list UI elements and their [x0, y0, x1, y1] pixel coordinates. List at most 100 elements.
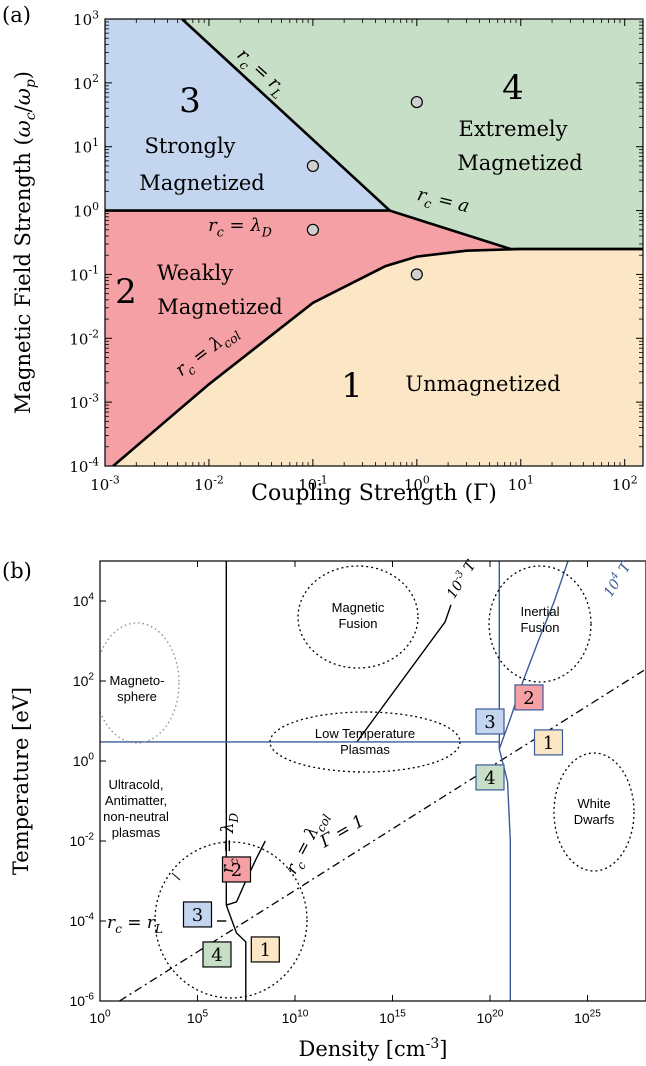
line-high-field-lambda-col — [498, 561, 569, 750]
region-4-number: 4 — [502, 68, 524, 108]
y-tick-label: 10-4 — [69, 912, 94, 929]
y-axis-label-a-text: Magnetic Field Strength (ωc/ωp) — [11, 71, 39, 414]
y-axis-label-b: Temperature [eV] — [9, 687, 33, 875]
region-2-fill — [105, 210, 643, 466]
x-tick-label: 1020 — [477, 1009, 504, 1026]
y-tick-label: 10-2 — [69, 832, 94, 849]
regime-ellipse — [154, 841, 308, 999]
region-box-label: 2 — [523, 688, 534, 709]
x-tick-label: 101 — [508, 473, 534, 494]
y-tick-label: 102 — [73, 72, 99, 93]
x-tick-label: 105 — [187, 1009, 209, 1026]
y-tick-label: 10-4 — [69, 455, 99, 476]
x-axis-label-b: Density [cm-3] — [299, 1036, 448, 1061]
y-tick-label: 10-6 — [69, 992, 94, 1009]
regime-label: non-neutral — [103, 809, 169, 824]
ultracold-pointer — [171, 872, 181, 881]
region-3-fill — [105, 19, 390, 211]
regime-label: Inertial — [520, 604, 559, 619]
line-label-high-field-text: 104 T — [599, 557, 635, 600]
y-tick-label: 10-2 — [69, 328, 99, 349]
x-tick-label: 10-2 — [194, 473, 224, 494]
regime-ellipse — [100, 622, 180, 744]
region-box-label: 4 — [211, 945, 222, 966]
line-label-low-field-text: 10-3 T — [442, 556, 480, 602]
regime-label: White — [577, 796, 610, 811]
x-tick-label: 1025 — [574, 1009, 601, 1026]
line-label-lambda-d-text: rc = λD — [218, 812, 241, 873]
y-tick-label: 100 — [73, 200, 99, 221]
data-point — [410, 268, 423, 281]
line-label-lambda-col-text: rc = λcol — [282, 808, 335, 879]
boundary-label-lambda-d-text: rc = λD — [208, 215, 272, 239]
data-point — [410, 95, 423, 109]
data-point — [306, 159, 319, 173]
line-label-high-field: 104 T — [599, 557, 636, 600]
region-box-label: 3 — [192, 905, 203, 926]
y-tick-label: 10-1 — [69, 264, 99, 285]
line-label-lambda-d: rc = λD — [218, 812, 241, 873]
region-box-1 — [250, 936, 280, 963]
regime-label: plasmas — [112, 825, 161, 840]
axes-box-a — [104, 18, 644, 467]
region-4-fill — [182, 19, 643, 249]
boundary-label-lambda-d: rc = λD — [208, 215, 272, 239]
boundary-line — [112, 247, 643, 466]
region-box-3 — [182, 901, 213, 928]
region-box-label: 2 — [231, 860, 242, 881]
y-tick-label: 100 — [73, 752, 95, 769]
region-2-number: 2 — [115, 272, 137, 312]
regime-ellipse — [297, 565, 419, 669]
boundary-label-a: rc = a — [414, 184, 471, 220]
boundary-label-r-l: rc = rL — [230, 44, 290, 102]
x-axis-label-a: Coupling Strength (Γ) — [251, 481, 497, 506]
boundary-label-a-text: rc = a — [414, 184, 471, 220]
region-4-label: Magnetized — [457, 151, 583, 175]
line-label-low-field: 10-3 T — [442, 556, 480, 602]
region-box-2 — [514, 684, 544, 711]
regime-label: Dwarfs — [574, 812, 615, 827]
axes-box-b — [99, 560, 646, 1002]
regime-label: Magneto- — [110, 673, 165, 688]
regime-label: Antimatter, — [105, 793, 167, 808]
regime-label: Fusion — [520, 620, 559, 635]
region-box-2 — [221, 856, 252, 883]
plot-area-a — [105, 19, 643, 466]
region-box-label: 1 — [543, 733, 554, 754]
regime-label: Fusion — [338, 616, 377, 631]
region-4-label: Extremely — [459, 117, 568, 141]
regime-label: Plasmas — [340, 742, 390, 757]
y-tick-label: 101 — [73, 136, 99, 157]
x-tick-label: 10-1 — [298, 473, 328, 494]
y-tick-label: 103 — [73, 8, 99, 29]
regime-label: Magnetic — [332, 600, 385, 615]
region-box-label: 3 — [484, 712, 495, 733]
region-box-4 — [202, 941, 232, 968]
regime-ellipse — [488, 565, 592, 683]
line-low-field-label-line — [356, 604, 452, 743]
x-tick-label: 100 — [89, 1009, 111, 1026]
region-box-4 — [475, 764, 505, 791]
y-tick-label: 104 — [73, 592, 95, 609]
panel-b: 100 105 1010 1015 1020 1025 10-6 10-4 10-2 100 102… — [2, 556, 646, 1061]
regime-label: Ultracold, — [109, 777, 164, 792]
panel-label-b: (b) — [2, 559, 32, 583]
region-1-number: 1 — [341, 366, 363, 406]
x-tick-label: 10-3 — [90, 473, 120, 494]
x-tick-label: 1010 — [282, 1009, 309, 1026]
line-low-field-a — [225, 904, 247, 1001]
regime-label: Low Temperature — [315, 726, 415, 741]
region-3-label: Magnetized — [139, 171, 265, 195]
regime-ellipse — [553, 752, 635, 872]
region-3-number: 3 — [179, 81, 201, 121]
boundary-label-r-l-text: rc = rL — [230, 44, 290, 102]
panel-a: 10-3 10-2 10-1 100 101 10210-410-310-210-1100… — [2, 3, 644, 506]
regime-label: sphere — [117, 689, 157, 704]
panel-label-a: (a) — [2, 3, 31, 27]
region-2-label: Weakly — [157, 261, 233, 285]
region-box-1 — [533, 729, 564, 756]
x-tick-label: 100 — [404, 473, 430, 494]
y-axis-label-a: Magnetic Field Strength (ωc/ωp) — [11, 71, 39, 414]
x-tick-label: 102 — [612, 473, 638, 494]
x-tick-label: 1015 — [379, 1009, 406, 1026]
